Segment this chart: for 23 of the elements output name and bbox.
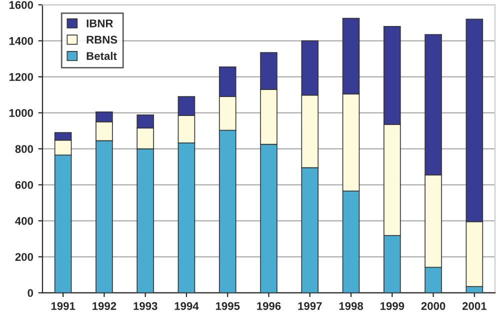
y-tick-label: 200 <box>15 253 34 261</box>
legend-label: Betalt <box>86 52 117 60</box>
legend-label: IBNR <box>86 20 114 28</box>
x-tick-label: 1997 <box>298 302 322 310</box>
x-tick-label: 2000 <box>421 302 446 310</box>
x-tick-label: 1998 <box>339 302 364 310</box>
y-tick-label: 400 <box>15 217 34 225</box>
x-tick-label: 1993 <box>134 302 158 310</box>
legend-label: RBNS <box>86 36 118 44</box>
y-tick-label: 1000 <box>9 109 34 117</box>
x-tick-label: 1995 <box>216 302 240 310</box>
y-tick-label: 1200 <box>9 73 34 81</box>
y-tick-label: 1400 <box>9 37 34 45</box>
y-tick-label: 0 <box>28 289 34 297</box>
y-tick-label: 600 <box>15 181 34 189</box>
x-tick-label: 2001 <box>462 302 486 310</box>
y-tick-label: 800 <box>15 145 34 153</box>
x-tick-label: 1991 <box>51 302 76 310</box>
x-tick-label: 1999 <box>380 302 404 310</box>
x-tick-label: 1992 <box>92 302 116 310</box>
x-tick-label: 1994 <box>174 302 199 310</box>
x-tick-label: 1996 <box>257 302 281 310</box>
y-tick-label: 1600 <box>9 1 34 9</box>
